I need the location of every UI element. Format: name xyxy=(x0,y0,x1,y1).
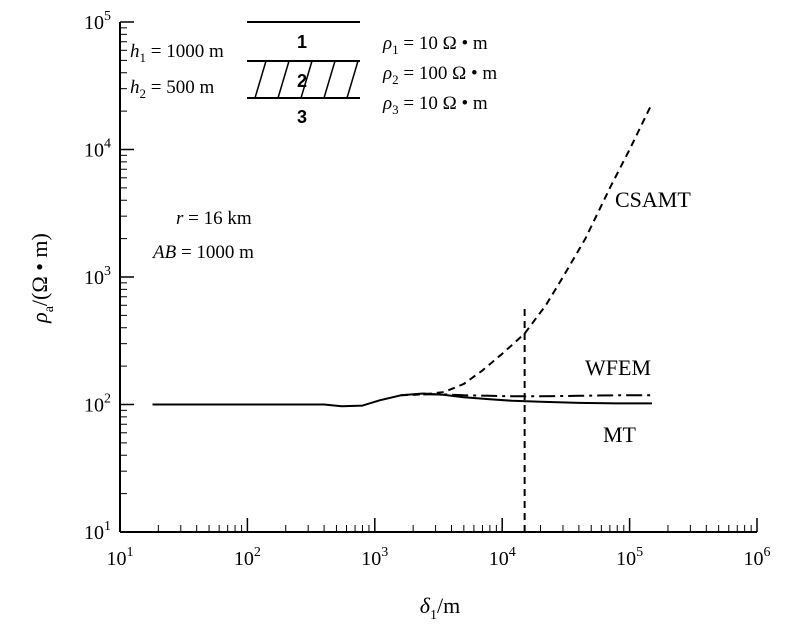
x-tick-label: 102 xyxy=(234,545,261,570)
x-axis-title: δ1/m xyxy=(420,593,460,623)
series-label-csamt: CSAMT xyxy=(615,187,691,212)
layer-2-hatching xyxy=(254,60,359,99)
layer-2-label: 2 xyxy=(297,71,307,91)
survey-parameters: r = 16 km AB = 1000 m xyxy=(151,208,254,263)
series-layer xyxy=(152,102,653,532)
x-tick-label: 101 xyxy=(107,545,134,570)
layer-3-label: 3 xyxy=(297,107,307,127)
x-tick-label: 106 xyxy=(744,545,771,570)
ab-spacing-label: AB = 1000 m xyxy=(151,242,254,263)
y-tick-label: 104 xyxy=(84,137,111,162)
layer-model-diagram: 1 2 3 h1 = 1000 m h2 = 500 m ρ1 = 10 Ω •… xyxy=(130,21,497,127)
h2-label: h2 = 500 m xyxy=(130,77,214,101)
rho3-label: ρ3 = 10 Ω • m xyxy=(382,93,488,117)
offset-label: r = 16 km xyxy=(176,208,252,229)
series-line-wfem xyxy=(423,393,652,398)
y-tick-label: 105 xyxy=(84,9,111,34)
x-tick-label: 104 xyxy=(489,545,516,570)
series-line-csamt xyxy=(400,102,653,397)
rho1-label: ρ1 = 10 Ω • m xyxy=(382,33,488,57)
series-label-mt: MT xyxy=(603,422,637,447)
rho2-label: ρ2 = 100 Ω • m xyxy=(382,63,497,87)
y-tick-label: 102 xyxy=(84,392,111,417)
x-tick-label: 103 xyxy=(361,545,388,570)
y-tick-label: 101 xyxy=(84,519,111,544)
series-label-wfem: WFEM xyxy=(585,355,651,380)
h1-label: h1 = 1000 m xyxy=(130,41,224,65)
y-axis-title: ρa/(Ω • m) xyxy=(27,233,57,324)
axes: 101 102 103 104 105 106 101 102 103 104 105 xyxy=(84,9,771,570)
layer-1-label: 1 xyxy=(297,32,307,52)
x-tick-label: 105 xyxy=(616,545,643,570)
y-tick-label: 103 xyxy=(84,264,111,289)
